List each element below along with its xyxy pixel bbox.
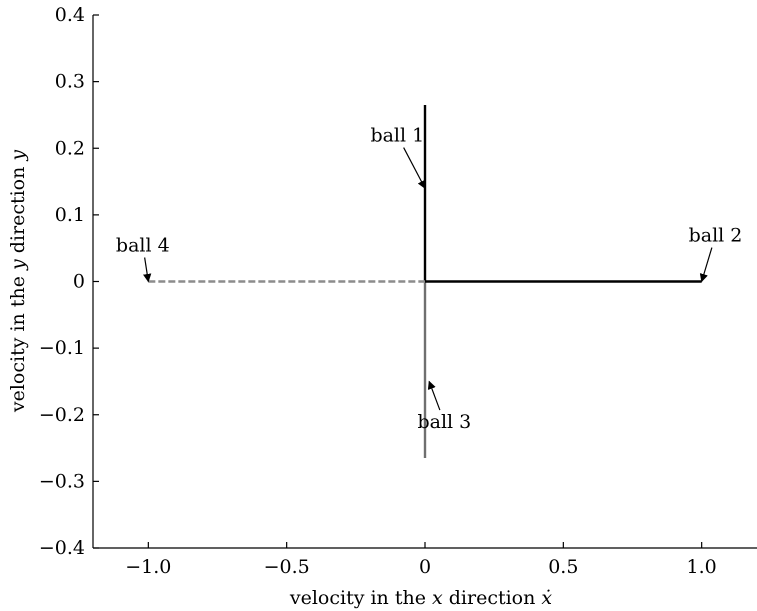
annotation-label-ball-3: ball 3 — [417, 411, 471, 433]
x-axis-label: velocity in the x direction ẋ — [289, 587, 553, 609]
y-tick-label: −0.4 — [39, 537, 85, 559]
x-tick-label: 0 — [419, 556, 431, 578]
x-ticks: −1.0 −0.5 0 0.5 1.0 — [125, 542, 717, 578]
y-tick-label: 0.3 — [55, 71, 85, 93]
y-axis-label: velocity in the y direction y — [7, 150, 29, 414]
annotation-arrow-ball-1 — [403, 147, 426, 189]
annotation-label-ball-2: ball 2 — [689, 225, 743, 247]
y-tick-label: 0.4 — [55, 4, 85, 26]
x-tick-label: 1.0 — [687, 556, 717, 578]
series-layer — [148, 104, 702, 459]
x-tick-label: −1.0 — [125, 556, 171, 578]
annotation-arrow-ball-4 — [143, 257, 152, 283]
y-tick-label: 0 — [73, 271, 85, 293]
y-ticks: 0.4 0.3 0.2 0.1 0 −0.1 −0.2 −0.3 −0.4 — [39, 4, 99, 559]
annotation-layer: ball 1 ball 2 ball 3 ball 4 — [116, 125, 742, 433]
y-tick-label: −0.3 — [39, 470, 85, 492]
annotation-label-ball-1: ball 1 — [370, 125, 424, 147]
annotation-arrow-ball-2 — [699, 247, 713, 283]
y-tick-label: 0.1 — [55, 204, 85, 226]
x-tick-label: 0.5 — [548, 556, 578, 578]
y-tick-label: −0.2 — [39, 404, 85, 426]
y-tick-label: −0.1 — [39, 337, 85, 359]
annotation-label-ball-4: ball 4 — [116, 235, 170, 257]
x-tick-label: −0.5 — [264, 556, 310, 578]
y-tick-label: 0.2 — [55, 137, 85, 159]
annotation-arrow-ball-3 — [427, 380, 441, 411]
